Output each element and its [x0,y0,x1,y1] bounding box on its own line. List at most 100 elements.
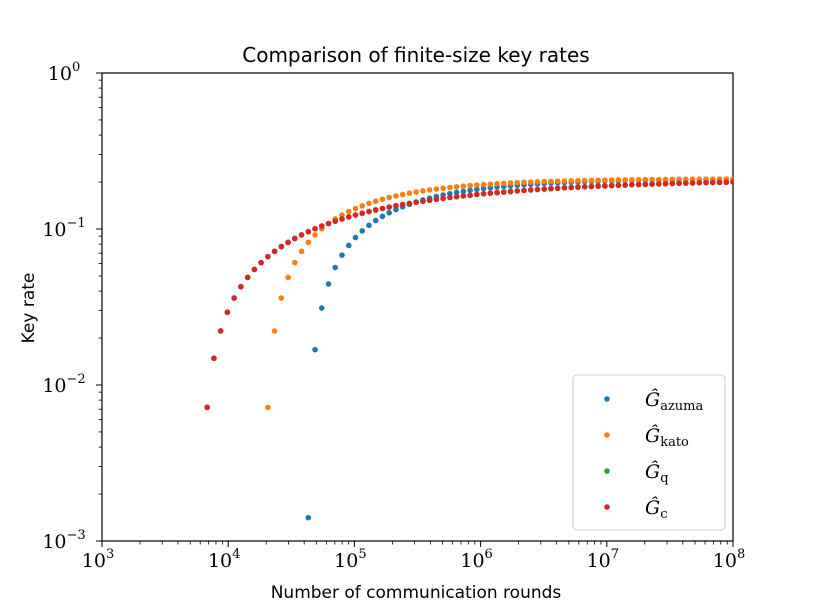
data-point [568,178,575,184]
data-point [204,404,210,411]
data-point [426,187,433,193]
data-point [460,193,467,199]
data-point [480,181,487,188]
data-point [386,209,392,216]
data-point [278,295,285,301]
x-tick-exp: 4 [232,547,240,562]
data-point [501,180,507,187]
data-point [285,274,291,281]
data-point [379,205,386,212]
data-point [298,248,305,255]
x-tick-label: 104 [208,547,240,572]
y-tick-exp: −2 [67,372,86,387]
data-point [730,179,733,185]
data-point [629,176,635,183]
data-point [420,188,426,194]
data-point [588,183,595,190]
legend-symbol: Ĝ [645,460,660,483]
data-point [325,281,332,287]
data-point [420,198,426,205]
data-point [602,183,608,189]
axes-frame [101,72,734,542]
data-point [568,184,575,191]
data-point [669,180,676,187]
data-point [480,191,487,197]
data-point [467,187,473,194]
legend-label: Ĝc [645,496,667,522]
data-point [649,176,655,183]
data-point [292,235,298,242]
data-point [548,178,554,185]
data-point [440,185,446,192]
data-point [487,181,494,187]
x-axis-label: Number of communication rounds [271,583,562,603]
data-point [271,248,278,255]
data-point [534,179,541,185]
data-point [318,305,325,311]
data-point [581,177,588,184]
data-point [366,222,372,229]
x-tick-base: 10 [208,550,232,572]
x-tick-label: 106 [460,547,492,572]
data-point [265,404,271,411]
data-point [318,223,325,229]
data-point [447,184,453,191]
data-point [312,232,318,238]
y-tick-label: 100 [48,60,80,85]
data-point [683,176,689,183]
data-point [372,198,379,205]
legend-subscript: kato [660,435,689,450]
data-point [561,178,568,184]
data-point [642,181,649,188]
data-point [467,182,473,189]
data-point [541,178,548,185]
data-point [251,266,258,273]
data-point [514,179,521,186]
data-point [433,186,440,192]
x-tick-base: 10 [82,550,106,572]
data-point [521,179,527,186]
x-tick-exp: 8 [737,547,745,562]
data-point [642,176,649,183]
x-tick-base: 10 [713,550,737,572]
x-tick-exp: 6 [485,547,493,562]
data-point [332,264,339,271]
y-tick-label: 10−3 [42,528,85,553]
data-point [366,208,372,215]
data-point [231,295,237,301]
data-point [345,208,352,215]
data-point [386,194,392,201]
y-tick-base: 10 [42,375,66,397]
data-point [211,355,217,362]
data-point [305,239,312,246]
data-point [541,186,548,192]
data-point [447,194,453,201]
data-point [507,180,514,186]
data-point [494,180,500,187]
legend-symbol: Ĝ [645,496,660,519]
data-point [352,212,359,218]
data-point [433,196,440,203]
data-point [507,188,514,195]
data-point [426,197,433,204]
data-point [662,180,669,187]
data-point [359,228,366,234]
data-point [575,177,581,184]
data-point [474,182,480,188]
y-axis-label: Key rate [19,273,39,344]
data-point [487,190,494,196]
data-point [554,185,561,192]
data-point [292,259,298,266]
data-point [474,186,480,193]
y-tick-base: 10 [42,531,66,553]
data-point [622,177,628,183]
data-point [501,189,507,195]
data-point [683,180,689,186]
data-point [406,200,413,207]
x-tick-base: 10 [587,550,611,572]
x-tick-exp: 3 [106,547,114,562]
data-point [440,195,446,202]
